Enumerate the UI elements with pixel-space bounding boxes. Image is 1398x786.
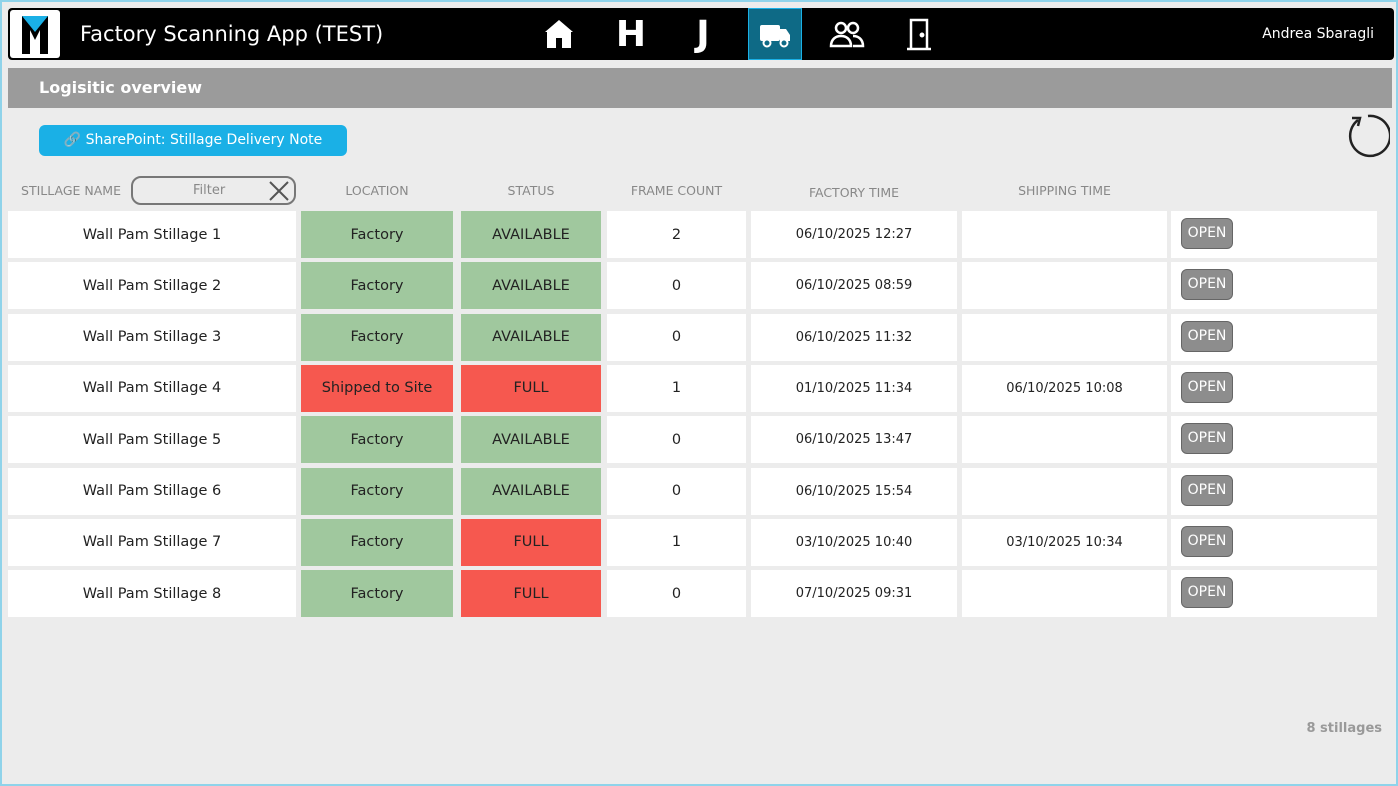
shipping-time-cell [962, 467, 1167, 515]
factory-time-cell: 03/10/2025 10:40 [751, 518, 957, 566]
shipping-time-cell [962, 416, 1167, 464]
location-cell: Factory [301, 570, 453, 618]
action-cell: OPEN [1171, 211, 1377, 258]
users-button[interactable] [820, 8, 874, 60]
factory-time-cell: 06/10/2025 13:47 [751, 416, 957, 464]
shipping-time-cell [962, 211, 1167, 258]
action-cell: OPEN [1171, 262, 1377, 310]
open-button[interactable]: OPEN [1181, 474, 1233, 506]
frame-count-cell: 0 [607, 313, 746, 361]
name-cell: Wall Pam Stillage 5 [8, 416, 296, 464]
frame-count-cell: 0 [607, 416, 746, 464]
name-cell: Wall Pam Stillage 2 [8, 262, 296, 310]
refresh-button[interactable] [1344, 112, 1390, 160]
status-cell: FULL [461, 570, 601, 618]
nav-j[interactable]: J [696, 13, 710, 55]
shipping-time-cell: 03/10/2025 10:34 [962, 518, 1167, 566]
open-button[interactable]: OPEN [1181, 525, 1233, 557]
status-cell: AVAILABLE [461, 262, 601, 310]
open-button[interactable]: OPEN [1181, 577, 1233, 609]
name-cell: Wall Pam Stillage 6 [8, 467, 296, 515]
action-cell: OPEN [1171, 313, 1377, 361]
frame-count-cell: 0 [607, 570, 746, 618]
home-button[interactable] [532, 8, 586, 60]
open-button[interactable]: OPEN [1181, 218, 1233, 249]
status-cell: AVAILABLE [461, 313, 601, 361]
action-cell: OPEN [1171, 570, 1377, 618]
location-cell: Factory [301, 518, 453, 566]
section-title: Logisitic overview [8, 68, 1392, 108]
factory-time-cell: 01/10/2025 11:34 [751, 364, 957, 412]
link-text: SharePoint: Stillage Delivery Note [85, 132, 323, 148]
location-cell: Factory [301, 262, 453, 310]
status-cell: FULL [461, 364, 601, 412]
app-title: Factory Scanning App (TEST) [80, 22, 384, 46]
action-cell: OPEN [1171, 467, 1377, 515]
column-header: FACTORY TIME [808, 185, 900, 200]
header-bar: Factory Scanning App (TEST) H J Andrea S… [8, 8, 1394, 60]
column-header: SHIPPING TIME [1018, 183, 1111, 198]
shipping-time-cell [962, 570, 1167, 618]
frame-count-cell: 1 [607, 518, 746, 566]
location-cell: Factory [301, 416, 453, 464]
factory-time-cell: 06/10/2025 15:54 [751, 467, 957, 515]
location-cell: Factory [301, 467, 453, 515]
open-button[interactable]: OPEN [1181, 269, 1233, 301]
name-cell: Wall Pam Stillage 4 [8, 364, 296, 412]
status-cell: AVAILABLE [461, 416, 601, 464]
filter-input[interactable]: Filter [131, 176, 296, 205]
location-cell: Factory [301, 313, 453, 361]
factory-time-cell: 06/10/2025 12:27 [751, 211, 957, 258]
column-header: LOCATION [345, 183, 409, 198]
column-header: STATUS [507, 183, 555, 198]
action-cell: OPEN [1171, 364, 1377, 412]
logo [10, 10, 60, 58]
stillage-count: 8 stillages [1306, 721, 1382, 736]
frame-count-cell: 0 [607, 467, 746, 515]
action-cell: OPEN [1171, 416, 1377, 464]
factory-time-cell: 06/10/2025 11:32 [751, 313, 957, 361]
status-cell: AVAILABLE [461, 211, 601, 258]
location-cell: Shipped to Site [301, 364, 453, 412]
sharepoint-link[interactable]: 🔗 SharePoint: Stillage Delivery Note [39, 125, 347, 156]
name-cell: Wall Pam Stillage 8 [8, 570, 296, 618]
action-cell: OPEN [1171, 518, 1377, 566]
location-cell: Factory [301, 211, 453, 258]
user-name: Andrea Sbaragli [1262, 26, 1374, 42]
name-cell: Wall Pam Stillage 3 [8, 313, 296, 361]
clear-filter[interactable] [268, 180, 290, 202]
shipping-time-cell: 06/10/2025 10:08 [962, 364, 1167, 412]
frame-count-cell: 0 [607, 262, 746, 310]
name-cell: Wall Pam Stillage 1 [8, 211, 296, 258]
frame-count-cell: 2 [607, 211, 746, 258]
shipping-time-cell [962, 262, 1167, 310]
nav-h[interactable]: H [615, 13, 647, 55]
logistics-button[interactable] [748, 8, 802, 60]
status-cell: AVAILABLE [461, 467, 601, 515]
filter-placeholder: Filter [193, 183, 226, 198]
open-button[interactable]: OPEN [1181, 320, 1233, 352]
status-cell: FULL [461, 518, 601, 566]
open-button[interactable]: OPEN [1181, 423, 1233, 455]
column-header: FRAME COUNT [630, 183, 723, 198]
column-header: STILLAGE NAME [21, 183, 121, 198]
open-button[interactable]: OPEN [1181, 371, 1233, 403]
shipping-time-cell [962, 313, 1167, 361]
name-cell: Wall Pam Stillage 7 [8, 518, 296, 566]
factory-time-cell: 06/10/2025 08:59 [751, 262, 957, 310]
factory-time-cell: 07/10/2025 09:31 [751, 570, 957, 618]
frame-count-cell: 1 [607, 364, 746, 412]
exit-button[interactable] [892, 8, 946, 60]
